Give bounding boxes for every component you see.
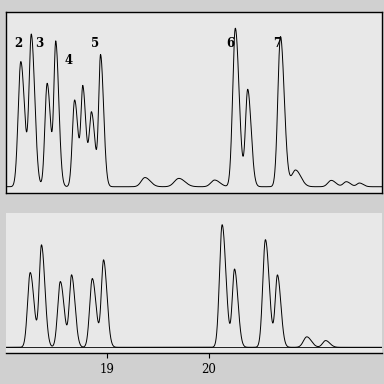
- Text: 2: 2: [14, 37, 22, 50]
- Text: 4: 4: [65, 54, 73, 66]
- Text: 5: 5: [91, 37, 99, 50]
- Text: 3: 3: [35, 37, 44, 50]
- Text: 7: 7: [273, 37, 281, 50]
- Text: 6: 6: [226, 37, 235, 50]
